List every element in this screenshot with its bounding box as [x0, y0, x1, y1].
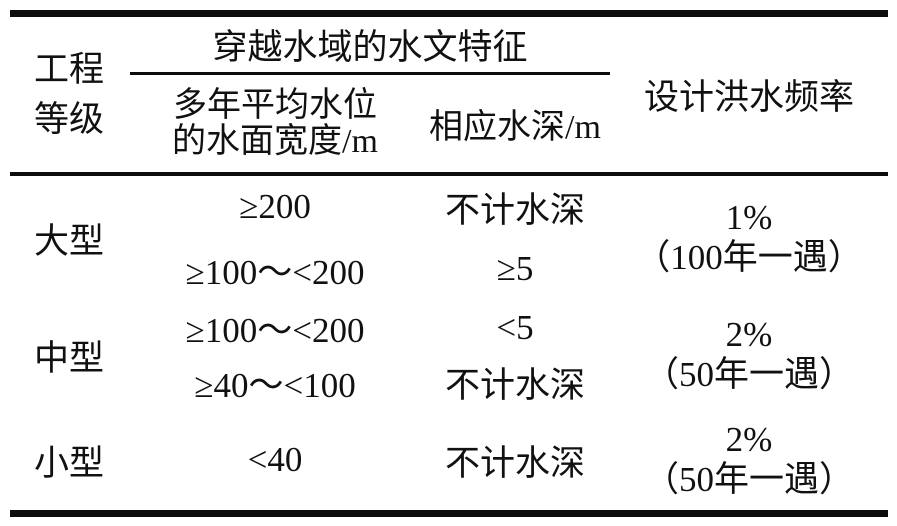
- medium-row2-width: ≥40～<100: [194, 366, 356, 405]
- small-flood-frequency: 2% （50年一遇）: [610, 410, 888, 510]
- grade-small: 小型: [34, 443, 105, 483]
- header-grade-line2: 等级: [34, 99, 105, 139]
- crossing-grade-table: 工程 等级 穿越水域的水文特征 多年平均水位 的水面宽度/m 相应水深/m 设计…: [10, 10, 888, 517]
- header-flood-frequency: 设计洪水频率: [643, 78, 854, 117]
- medium-row2-depth: 不计水深: [444, 366, 585, 405]
- medium-frequency-note: （50年一遇）: [643, 355, 854, 394]
- medium-row1-width: ≥100～<200: [185, 311, 365, 350]
- large-row2-width: ≥100～<200: [185, 252, 365, 292]
- header-width-line1: 多年平均水位: [173, 86, 377, 124]
- small-row1-width: <40: [247, 440, 303, 479]
- large-frequency-percent: 1%: [725, 198, 773, 237]
- medium-frequency-percent: 2%: [725, 315, 773, 354]
- grade-medium: 中型: [34, 338, 105, 378]
- small-row1-depth: 不计水深: [444, 443, 585, 483]
- header-subcolumns: 多年平均水位 的水面宽度/m 相应水深/m: [130, 75, 610, 172]
- header-grade-line1: 工程: [34, 49, 105, 89]
- large-flood-frequency: 1% （100年一遇）: [610, 176, 888, 300]
- header-span-rule: [130, 72, 610, 75]
- large-row2-depth: ≥5: [496, 249, 534, 288]
- header-depth-column: 相应水深/m: [429, 109, 601, 146]
- table-body: 大型 ≥200 不计水深 1% （100年一遇） ≥100～<200 ≥5 中型…: [10, 176, 888, 510]
- header-grade: 工程 等级: [10, 17, 130, 172]
- header-hydrology-title: 穿越水域的水文特征: [212, 28, 528, 67]
- medium-flood-frequency: 2% （50年一遇）: [610, 300, 888, 410]
- header-hydrology-group: 穿越水域的水文特征 多年平均水位 的水面宽度/m 相应水深/m: [130, 17, 610, 172]
- large-frequency-note: （100年一遇）: [635, 238, 863, 277]
- header-width-line2: 的水面宽度/m: [172, 122, 378, 160]
- small-frequency-percent: 2%: [725, 420, 773, 459]
- header-width-column: 多年平均水位 的水面宽度/m: [130, 75, 420, 172]
- table-header: 工程 等级 穿越水域的水文特征 多年平均水位 的水面宽度/m 相应水深/m 设计…: [10, 17, 888, 176]
- large-row1-width: ≥200: [239, 187, 311, 226]
- medium-row1-depth: <5: [496, 307, 534, 347]
- grade-large: 大型: [34, 221, 105, 261]
- large-row1-depth: 不计水深: [444, 190, 585, 230]
- small-frequency-note: （50年一遇）: [643, 460, 854, 499]
